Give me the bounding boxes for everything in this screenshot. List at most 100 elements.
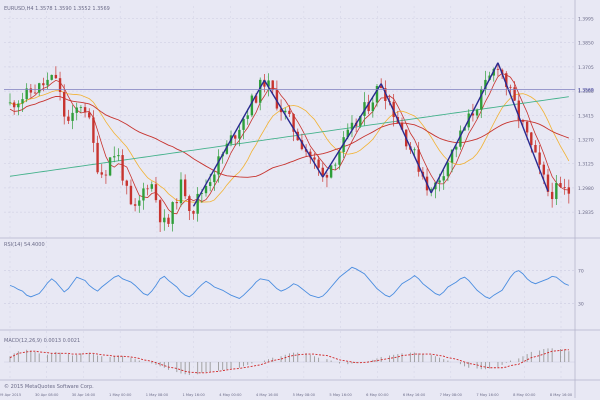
ma-very-long-line — [9, 96, 569, 177]
footer-title: © 2015 MetaQuotes Software Corp. — [4, 383, 94, 390]
rsi-level-label: 30 — [578, 301, 584, 307]
last-price-label: 1.3569 — [578, 88, 594, 94]
y-tick-label: 1.2980 — [578, 186, 594, 192]
osc-title: MACD(12,26,9) 0.0013 0.0021 — [4, 338, 80, 344]
candle-body — [534, 145, 537, 153]
osc-signal-line — [9, 349, 569, 374]
x-tick-label: 29 Apr 2015 — [0, 393, 21, 397]
y-tick-label: 1.3995 — [578, 17, 594, 23]
candle-body — [475, 109, 479, 116]
candle-body — [559, 183, 562, 188]
candle-body — [204, 186, 208, 194]
candle-body — [138, 200, 141, 206]
y-tick-label: 1.3415 — [578, 113, 594, 119]
zigzag-segment — [380, 83, 432, 194]
candle-body — [88, 112, 91, 118]
candle-body — [292, 114, 295, 132]
candle-body — [384, 88, 387, 101]
zigzag-segment — [322, 83, 382, 178]
candle-body — [50, 74, 53, 80]
candle-body — [25, 88, 28, 100]
candle-body — [334, 164, 337, 166]
x-tick-label: 1 May 08:00 — [146, 393, 169, 397]
x-tick-label: 1 May 16:00 — [182, 393, 205, 397]
candle-body — [555, 183, 558, 200]
candle-body — [325, 175, 329, 178]
candle-body — [500, 69, 504, 74]
candle-body — [271, 80, 274, 91]
candle-body — [58, 78, 62, 92]
candle-body — [208, 182, 212, 187]
candle-body — [37, 83, 41, 93]
candle-body — [225, 143, 229, 154]
rsi-level-label: 70 — [578, 269, 584, 275]
candle-body — [17, 103, 20, 108]
candle-body — [509, 86, 512, 88]
candle-body — [158, 200, 162, 223]
candle-body — [459, 130, 462, 147]
candle-body — [346, 129, 349, 138]
candle-body — [146, 188, 149, 190]
x-tick-label: 30 Apr 16:00 — [72, 393, 96, 397]
x-tick-label: 5 May 08:00 — [293, 393, 316, 397]
candle-body — [150, 184, 153, 189]
zigzag-segment — [263, 79, 324, 178]
y-axis-ticks: 1.3995 1.3850 1.3705 1.3560 1.3415 1.3270 1.31… — [578, 17, 594, 217]
candle-body — [246, 115, 249, 119]
candle-body — [442, 176, 445, 181]
candle-body — [21, 99, 24, 104]
candle-body — [200, 193, 204, 194]
candle-body — [455, 146, 458, 150]
x-tick-label: 7 May 16:00 — [476, 393, 499, 397]
candle-body — [113, 156, 116, 158]
x-axis-ticks: 29 Apr 2015 30 Apr 08:00 30 Apr 16:00 1 May… — [0, 393, 573, 397]
candle-body — [167, 217, 170, 224]
candle-body — [446, 162, 450, 177]
candle-body — [505, 73, 508, 87]
x-tick-label: 8 May 00:00 — [513, 393, 536, 397]
candle-body — [175, 202, 179, 204]
candle-body — [329, 165, 333, 178]
rsi-line — [9, 266, 569, 299]
candle-body — [263, 79, 266, 87]
candle-body — [317, 159, 320, 168]
x-tick-label: 5 May 16:00 — [329, 393, 352, 397]
x-tick-label: 4 May 00:00 — [219, 393, 242, 397]
candle-body — [67, 116, 70, 121]
candle-body — [12, 102, 16, 108]
candle-body — [300, 140, 304, 150]
candle-body — [217, 156, 220, 175]
x-tick-label: 1 May 00:00 — [109, 393, 132, 397]
candle-body — [46, 79, 49, 86]
x-tick-label: 7 May 08:00 — [440, 393, 463, 397]
candle-body — [542, 164, 546, 175]
candle-body — [496, 68, 500, 70]
candle-body — [92, 117, 95, 143]
candle-body — [96, 142, 99, 173]
y-tick-label: 1.2835 — [578, 210, 594, 216]
candle-body — [484, 79, 487, 89]
candle-body — [129, 185, 133, 205]
candle-body — [63, 91, 66, 117]
candle-body — [309, 151, 312, 158]
candle-body — [104, 174, 108, 176]
candle-body — [550, 191, 554, 200]
candle-body — [196, 193, 199, 214]
candle-body — [125, 180, 128, 186]
x-tick-label: 6 May 16:00 — [403, 393, 426, 397]
candle-body — [108, 157, 112, 176]
zigzag-segment — [497, 62, 549, 192]
candle-body — [142, 188, 145, 201]
candle-body — [284, 110, 287, 113]
candle-body — [288, 110, 291, 115]
candle-body — [338, 152, 341, 165]
candle-body — [367, 102, 370, 112]
x-tick-label: 8 May 16:00 — [550, 393, 573, 397]
candle-body — [213, 174, 216, 183]
candle-body — [521, 119, 525, 122]
candle-body — [234, 135, 237, 139]
candle-body — [188, 196, 191, 212]
candle-body — [350, 122, 354, 130]
candle-body — [192, 211, 195, 214]
